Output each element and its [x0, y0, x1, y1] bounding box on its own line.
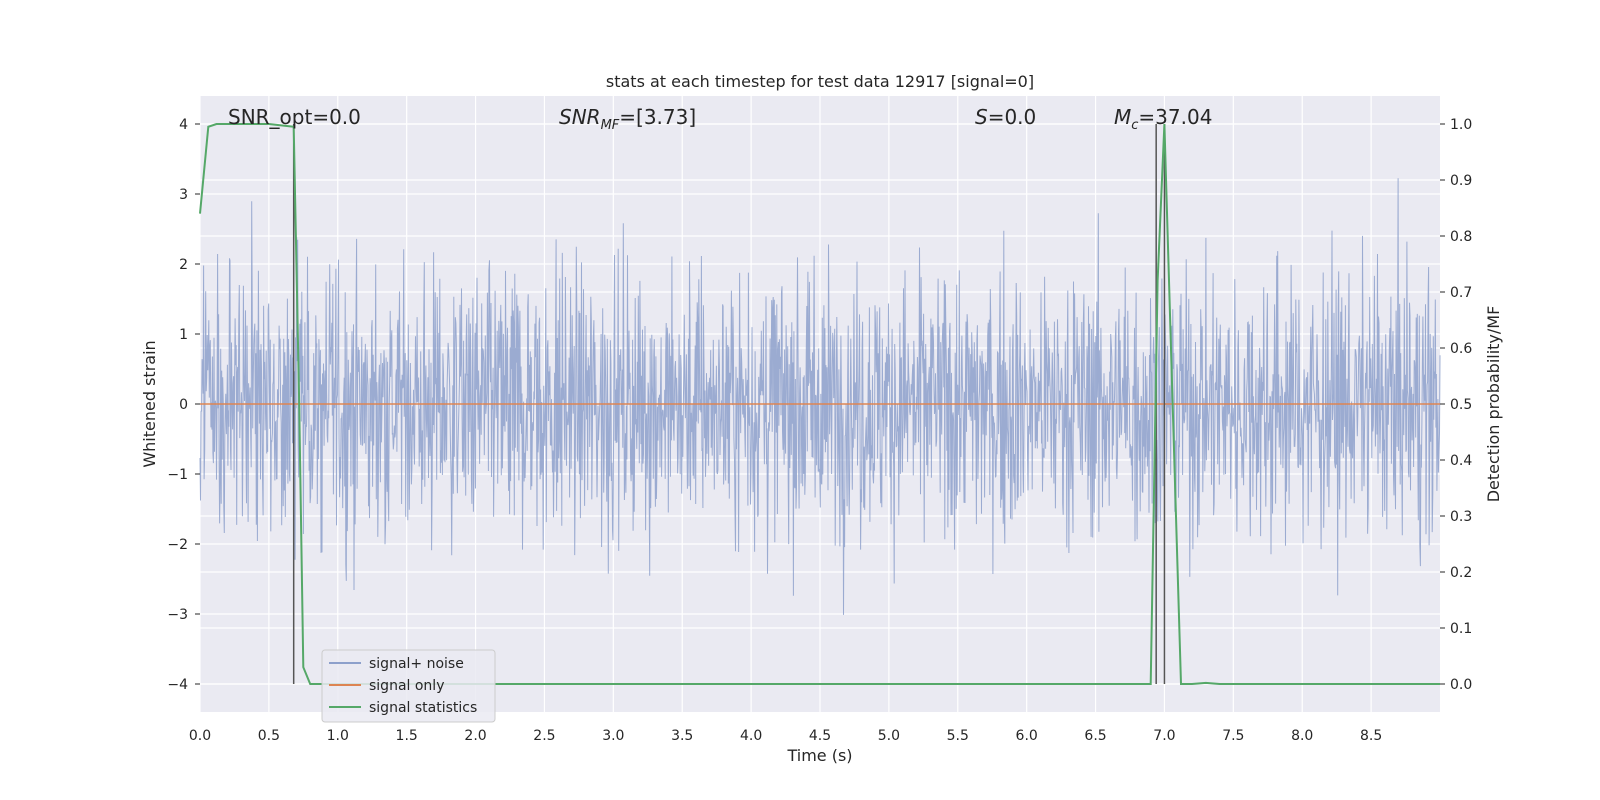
y-axis-right-label: Detection probability/MF [1484, 306, 1503, 503]
y-tick-label: 1 [179, 327, 188, 343]
y-axis-label: Whitened strain [140, 340, 159, 467]
x-tick-label: 2.0 [464, 728, 486, 744]
y-right-tick-label: 0.3 [1450, 509, 1472, 525]
y-tick-label: 3 [179, 187, 188, 203]
annotation-snr-mf-value: =[3.73] [619, 105, 696, 129]
series-signal-noise [199, 178, 1441, 615]
x-tick-label: 6.5 [1084, 728, 1106, 744]
y-tick-label: 0 [179, 397, 188, 413]
y-right-tick-label: 1.0 [1450, 117, 1472, 133]
y-tick-label: −2 [167, 537, 188, 553]
signal-noise-line [199, 178, 1441, 615]
x-tick-label: 3.0 [602, 728, 624, 744]
x-tick-label: 5.0 [878, 728, 900, 744]
legend-label-signal-noise: signal+ noise [369, 656, 464, 672]
legend-label-signal-only: signal only [369, 678, 444, 694]
y-right-tick-label: 0.2 [1450, 565, 1472, 581]
x-tick-label: 1.5 [396, 728, 418, 744]
y-right-tick-label: 0.0 [1450, 677, 1472, 693]
annotation-snr-mf: SNRMF=[3.73] [559, 105, 696, 133]
y-tick-label: −1 [167, 467, 188, 483]
annotation-s-main: S [975, 105, 988, 129]
annotation-snr-mf-sub: MF [601, 118, 620, 133]
annotation-snr-mf-main: SNR [559, 105, 601, 129]
x-tick-label: 7.0 [1153, 728, 1175, 744]
annotation-mc: Mc=37.04 [1114, 105, 1212, 133]
x-tick-label: 4.0 [740, 728, 762, 744]
y-axis-right-ticks: 0.0 0.1 0.2 0.3 0.4 0.5 0.6 0.7 0.8 0.9 1.0 [1440, 117, 1472, 693]
x-axis-ticks: 0.0 0.5 1.0 1.5 2.0 2.5 3.0 3.5 4.0 4.5 5.0 5.5 6.0 6… [189, 728, 1382, 744]
x-tick-label: 8.5 [1360, 728, 1382, 744]
x-tick-label: 8.0 [1291, 728, 1313, 744]
legend-box [321, 649, 496, 723]
annotation-mc-sub: c [1131, 118, 1138, 133]
x-tick-label: 4.5 [809, 728, 831, 744]
y-right-tick-label: 0.4 [1450, 453, 1472, 469]
x-axis-label: Time (s) [786, 746, 852, 765]
x-tick-label: 1.0 [327, 728, 349, 744]
y-tick-label: 4 [179, 117, 188, 133]
y-right-tick-label: 0.9 [1450, 173, 1472, 189]
x-tick-label: 3.5 [671, 728, 693, 744]
y-right-tick-label: 0.8 [1450, 229, 1472, 245]
y-axis-ticks: −4 −3 −2 −1 0 1 2 3 4 [167, 117, 200, 693]
y-right-tick-label: 0.1 [1450, 621, 1472, 637]
x-tick-label: 7.5 [1222, 728, 1244, 744]
chart-title: stats at each timestep for test data 129… [606, 72, 1034, 91]
annotation-s: S=0.0 [975, 105, 1036, 129]
y-right-tick-label: 0.7 [1450, 285, 1472, 301]
x-tick-label: 0.0 [189, 728, 211, 744]
y-tick-label: −3 [167, 607, 188, 623]
annotation-snr-opt: SNR_opt=0.0 [228, 105, 361, 129]
y-right-tick-label: 0.6 [1450, 341, 1472, 357]
legend-label-signal-statistics: signal statistics [369, 700, 477, 716]
x-tick-label: 0.5 [258, 728, 280, 744]
x-tick-label: 5.5 [947, 728, 969, 744]
y-tick-label: −4 [167, 677, 188, 693]
y-right-tick-label: 0.5 [1450, 397, 1472, 413]
legend: signal+ noise signal only signal statist… [321, 649, 496, 723]
annotation-mc-main: M [1114, 105, 1131, 129]
y-tick-label: 2 [179, 257, 188, 273]
annotation-s-value: =0.0 [988, 105, 1037, 129]
x-tick-label: 2.5 [533, 728, 555, 744]
annotation-mc-value: =37.04 [1138, 105, 1212, 129]
x-tick-label: 6.0 [1016, 728, 1038, 744]
